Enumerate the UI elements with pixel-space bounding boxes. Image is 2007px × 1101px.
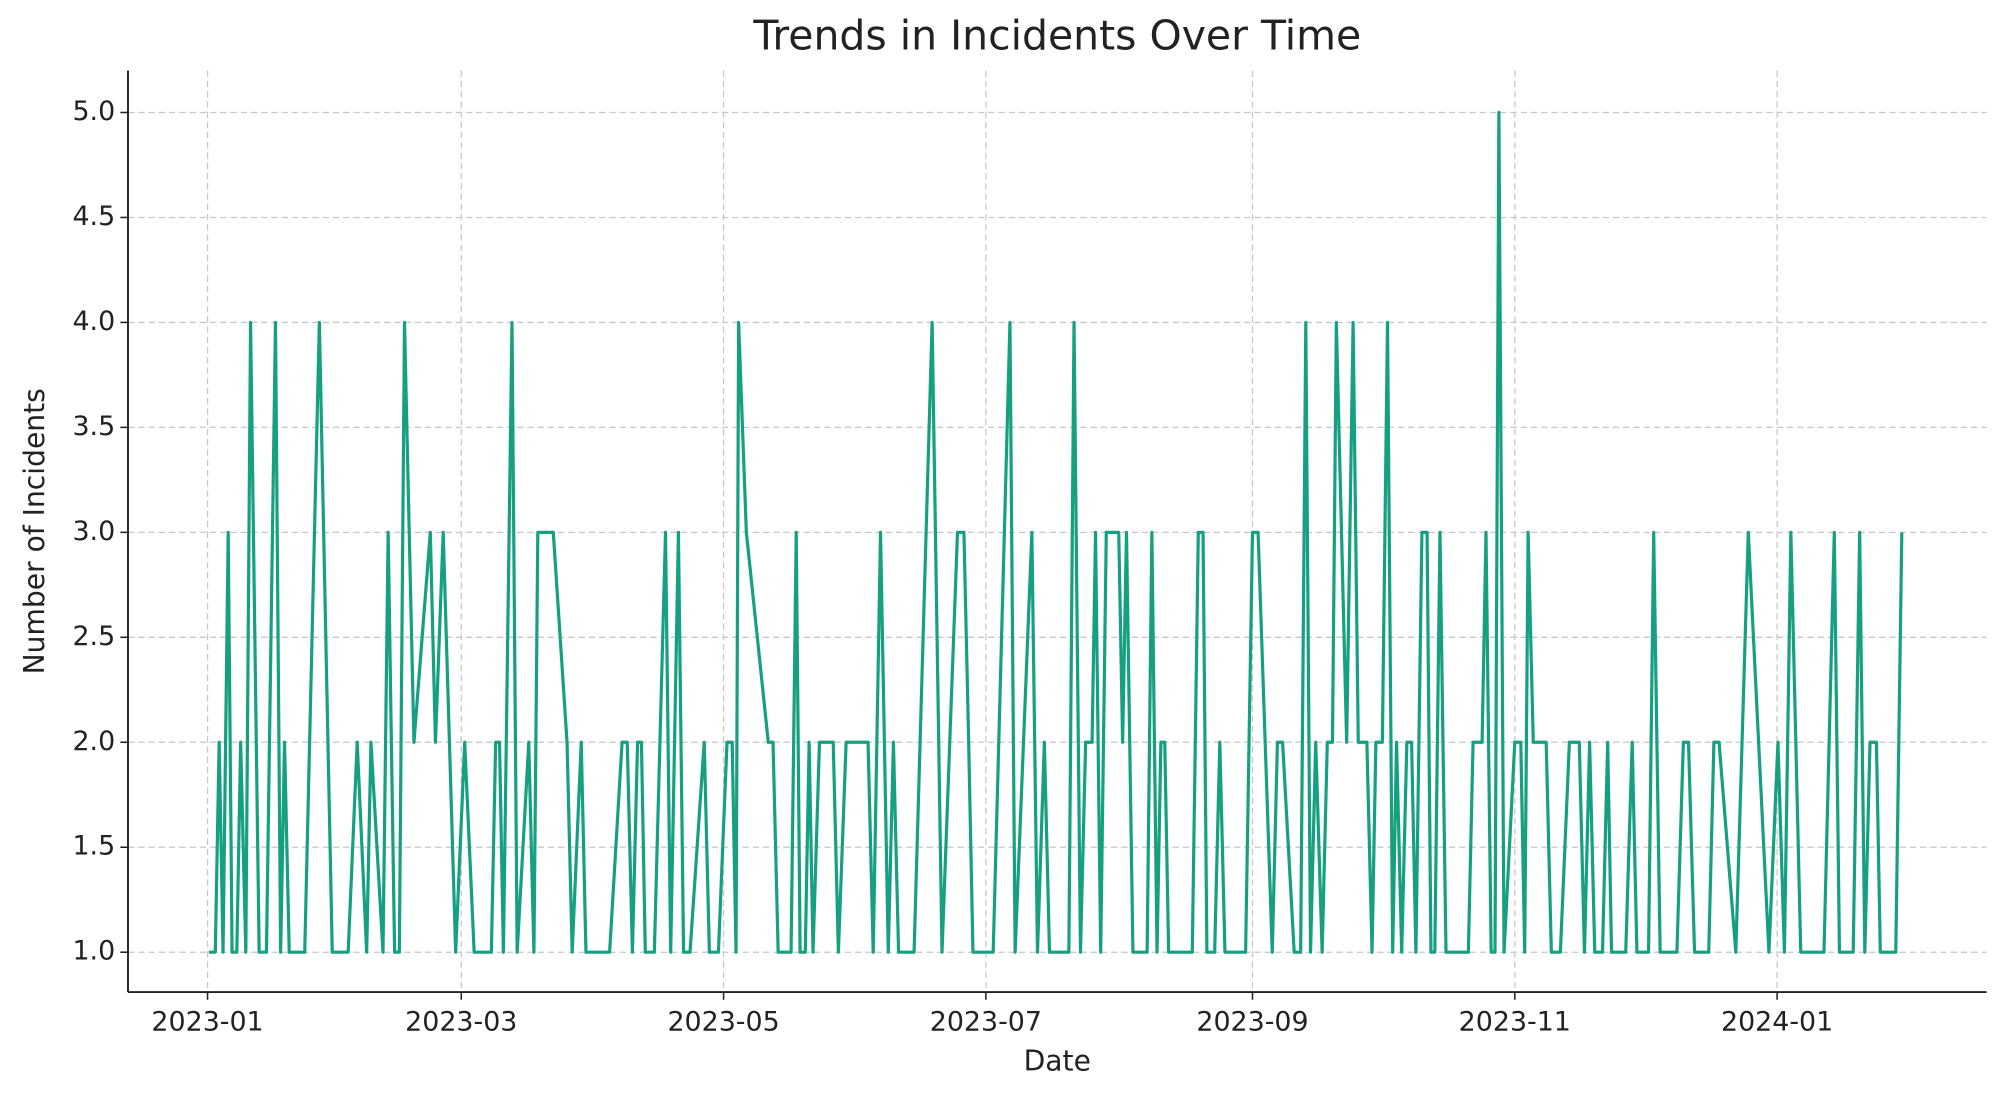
x-tick-label: 2023-07 <box>930 1006 1042 1037</box>
y-tick-label: 2.0 <box>72 726 115 757</box>
y-tick-label: 1.5 <box>72 831 115 862</box>
y-tick-label: 5.0 <box>72 96 115 127</box>
y-tick-label: 2.5 <box>72 621 115 652</box>
x-tick-label: 2024-01 <box>1721 1006 1833 1037</box>
y-tick-label: 4.5 <box>72 201 115 232</box>
chart-title: Trends in Incidents Over Time <box>752 12 1361 60</box>
data-line <box>208 110 1904 954</box>
y-tick-label: 4.0 <box>72 306 115 337</box>
x-tick-label: 2023-01 <box>151 1006 263 1037</box>
x-axis-label: Date <box>1024 1044 1091 1077</box>
y-tick-label: 1.0 <box>72 936 115 967</box>
y-tick-label: 3.0 <box>72 516 115 547</box>
y-tick-label: 3.5 <box>72 411 115 442</box>
x-tick-label: 2023-11 <box>1459 1006 1571 1037</box>
x-tick-label: 2023-03 <box>405 1006 517 1037</box>
x-tick-label: 2023-09 <box>1196 1006 1308 1037</box>
x-tick-label: 2023-05 <box>667 1006 779 1037</box>
y-axis-label: Number of Incidents <box>18 388 51 674</box>
